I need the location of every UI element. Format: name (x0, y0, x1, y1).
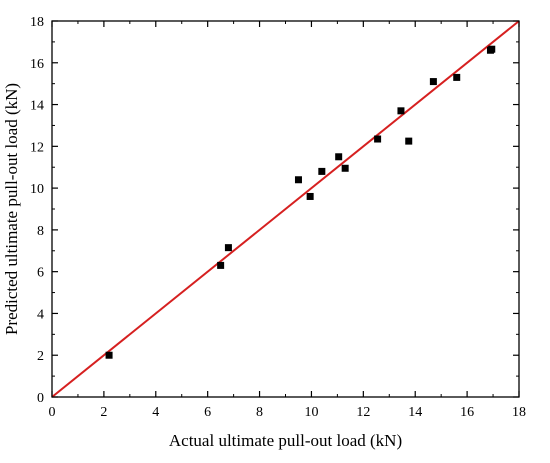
x-tick-label: 16 (460, 405, 474, 420)
x-tick-label: 10 (304, 405, 318, 420)
data-point (341, 164, 349, 172)
data-point (453, 73, 461, 81)
data-point (405, 137, 413, 145)
y-tick-label: 10 (30, 182, 44, 197)
y-tick-label: 2 (37, 349, 44, 364)
x-tick-label: 6 (204, 405, 211, 420)
x-tick-label: 8 (256, 405, 263, 420)
data-point (318, 167, 326, 175)
data-point (217, 261, 225, 269)
data-point (429, 78, 437, 86)
y-tick-label: 18 (30, 15, 44, 30)
x-tick-label: 4 (152, 405, 159, 420)
data-point (105, 351, 113, 359)
data-point (397, 107, 405, 115)
data-point (488, 45, 496, 53)
y-tick-label: 8 (37, 224, 44, 239)
data-point (294, 176, 302, 184)
x-tick-label: 0 (49, 405, 56, 420)
data-points (105, 45, 496, 359)
y-tick-label: 16 (30, 57, 44, 72)
y-axis-label: Predicted ultimate pull-out load (kN) (2, 83, 21, 335)
data-point (335, 153, 343, 161)
x-tick-label: 12 (356, 405, 370, 420)
reference-line-layer (51, 20, 520, 398)
data-point (374, 135, 382, 143)
data-point (306, 192, 314, 200)
x-axis-label: Actual ultimate pull-out load (kN) (169, 431, 402, 450)
axis-ticks: 0 2 4 6 8 10 12 14 16 18 0 2 4 6 8 10 12 14 16 18 (30, 15, 526, 420)
y-tick-label: 12 (30, 140, 44, 155)
y-tick-label: 0 (37, 391, 44, 406)
data-point (224, 244, 232, 252)
x-tick-label: 18 (512, 405, 526, 420)
y-tick-label: 14 (30, 99, 44, 114)
y-tick-label: 4 (37, 307, 44, 322)
y-tick-label: 6 (37, 266, 44, 281)
x-tick-label: 14 (408, 405, 422, 420)
reference-line (51, 20, 520, 398)
x-tick-label: 2 (100, 405, 107, 420)
